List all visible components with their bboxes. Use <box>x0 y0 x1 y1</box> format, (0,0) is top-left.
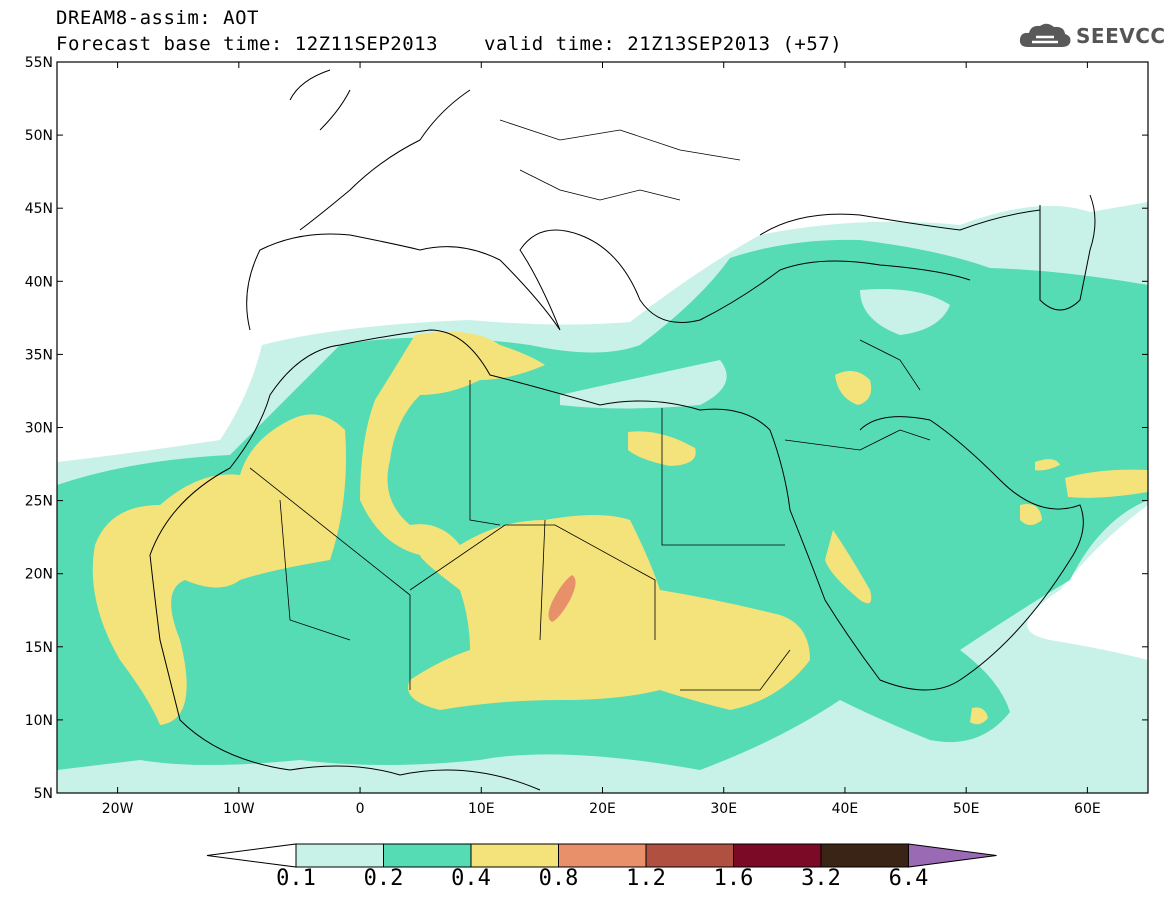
aot-light-patch <box>860 289 950 335</box>
lon-tick-label: 10E <box>468 801 495 817</box>
colorbar-swatch <box>470 843 559 868</box>
colorbar-swatch <box>733 843 822 868</box>
aot-band-0.4 <box>92 414 347 725</box>
aot-band-0.4 <box>1020 504 1042 525</box>
colorbar-label: 0.2 <box>363 866 404 891</box>
colorbar-label: 0.1 <box>276 866 316 891</box>
cloud-icon <box>1019 23 1071 47</box>
colorbar-low-arrow <box>206 843 297 868</box>
coastlines <box>149 69 1096 791</box>
lat-tick-label: 10N <box>25 713 53 729</box>
colorbar-label: 0.4 <box>451 866 491 891</box>
lon-tick-label: 30E <box>710 801 737 817</box>
lat-tick-label: 35N <box>25 347 53 363</box>
lon-tick-label: 0 <box>356 801 365 817</box>
lat-tick-label: 20N <box>25 567 53 583</box>
aot-band-0.4 <box>970 707 988 725</box>
lat-tick-label: 55N <box>25 55 53 71</box>
axis-ticks <box>57 61 1148 794</box>
forecast-base-time: Forecast base time: 12Z11SEP2013 <box>56 33 439 55</box>
lat-tick-label: 45N <box>25 201 53 217</box>
aot-band-0.4 <box>360 331 810 710</box>
lon-tick-label: 40E <box>832 801 859 817</box>
colorbar-swatch <box>558 843 647 868</box>
colorbar-label: 1.2 <box>626 866 666 891</box>
aot-band-0.4 <box>835 371 872 405</box>
aot-band-0.4 <box>1065 469 1148 498</box>
borders <box>249 119 931 691</box>
lon-tick-label: 50E <box>953 801 980 817</box>
lon-tick-label: 20W <box>102 801 134 817</box>
colorbar-label: 6.4 <box>888 866 929 891</box>
aot-band-0.4 <box>825 530 872 604</box>
colorbar <box>206 843 997 868</box>
colorbar-swatch <box>645 843 734 868</box>
colorbar-label: 3.2 <box>801 866 841 891</box>
lat-tick-label: 30N <box>25 421 53 437</box>
lat-tick-label: 5N <box>34 786 53 802</box>
latitude-labels: 55N 50N 45N 40N 35N 30N 25N 20N 15N 10N 5N <box>25 55 53 802</box>
aot-light-patch <box>560 360 727 409</box>
lon-tick-label: 60E <box>1074 801 1101 817</box>
colorbar-label: 0.8 <box>538 866 579 891</box>
lat-tick-label: 25N <box>25 494 53 510</box>
lat-tick-label: 40N <box>25 274 53 290</box>
colorbar-swatch <box>383 843 472 868</box>
longitude-labels: 20W 10W 0 10E 20E 30E 40E 50E 60E <box>102 801 1101 817</box>
colorbar-high-arrow <box>908 843 997 868</box>
lon-tick-label: 20E <box>589 801 616 817</box>
aot-band-0.8 <box>548 575 576 622</box>
aot-band-0.2 <box>57 239 1148 770</box>
lat-tick-label: 15N <box>25 640 53 656</box>
lon-tick-label: 10W <box>223 801 255 817</box>
seevccc-logo: SEEVCCC <box>1018 21 1165 51</box>
aot-band-0.4 <box>1035 459 1060 471</box>
colorbar-swatch <box>820 843 909 868</box>
map-title: DREAM8-assim: AOT <box>56 7 259 29</box>
lat-tick-label: 50N <box>25 128 53 144</box>
aot-fields <box>57 69 1148 793</box>
aot-light-patch <box>1080 676 1148 745</box>
valid-time: valid time: 21Z13SEP2013 (+57) <box>484 33 843 55</box>
logo-text: SEEVCCC <box>1076 24 1165 48</box>
colorbar-label: 1.6 <box>713 866 754 891</box>
colorbar-swatch <box>295 843 384 868</box>
